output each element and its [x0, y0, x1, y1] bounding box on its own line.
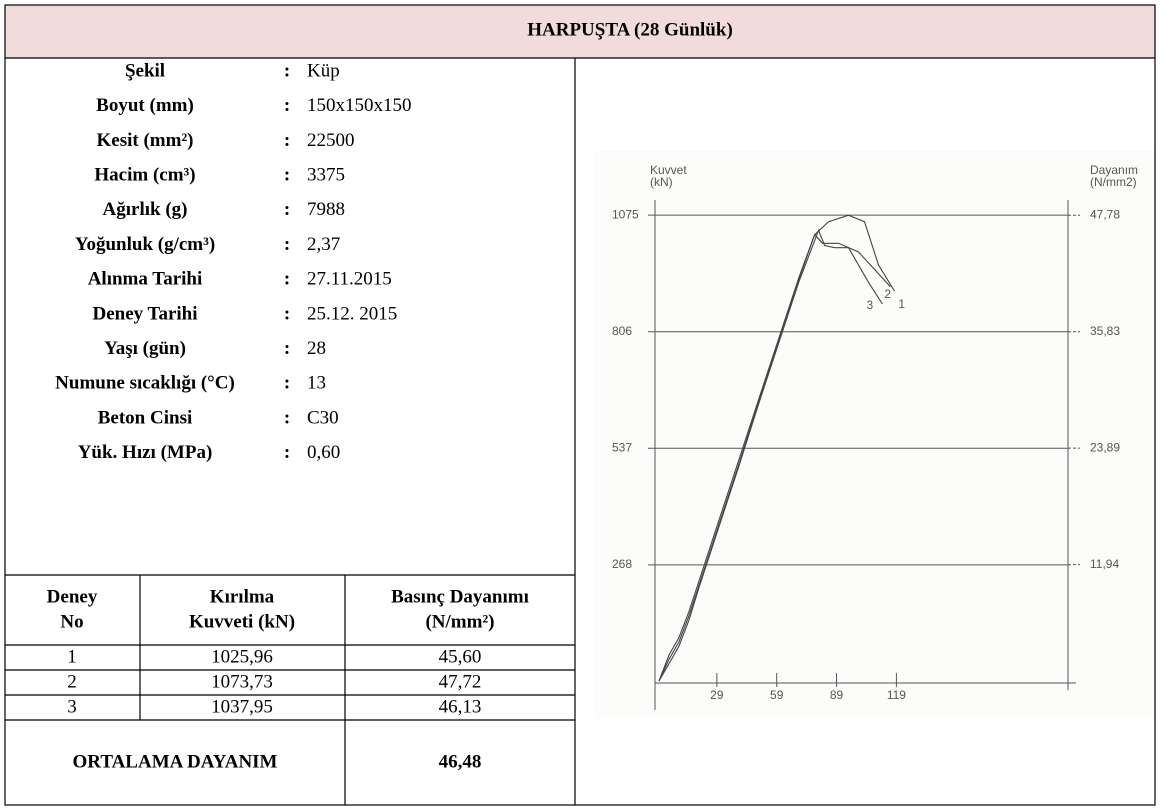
column-header: No [60, 611, 83, 632]
property-value: 28 [307, 338, 326, 359]
cell: 47,72 [439, 671, 482, 692]
property-colon: : [284, 373, 290, 394]
property-colon: : [284, 60, 290, 81]
property-value: C30 [307, 407, 339, 428]
y2-axis-label: (N/mm2) [1090, 175, 1137, 189]
property-colon: : [284, 407, 290, 428]
chart-image-bg [595, 150, 1155, 718]
property-value: 7988 [307, 199, 345, 220]
property-colon: : [284, 164, 290, 185]
property-label: Kesit (mm²) [97, 130, 194, 151]
x-tick-label: 59 [770, 688, 784, 702]
y2-tick-label: 23,89 [1090, 440, 1120, 454]
curve [658, 228, 883, 682]
cell: 1 [67, 646, 77, 667]
property-colon: : [284, 199, 290, 220]
property-label: Yaşı (gün) [104, 338, 186, 359]
property-label: Hacim (cm³) [94, 164, 195, 185]
footer-label: ORTALAMA DAYANIM [72, 751, 277, 772]
y2-tick-label: 35,83 [1090, 324, 1120, 338]
property-colon: : [284, 269, 290, 290]
property-label: Yük. Hızı (MPa) [78, 442, 213, 463]
property-label: Numune sıcaklığı (°C) [55, 373, 235, 394]
property-label: Alınma Tarihi [88, 269, 203, 290]
y2-tick-label: 11,94 [1090, 557, 1119, 571]
y-tick-label: 537 [612, 440, 632, 454]
property-value: 27.11.2015 [307, 269, 392, 290]
property-colon: : [284, 130, 290, 151]
property-colon: : [284, 338, 290, 359]
header-band [5, 5, 1155, 58]
cell: 1037,95 [211, 696, 273, 717]
property-colon: : [284, 234, 290, 255]
property-colon: : [284, 442, 290, 463]
y-axis-label: Kuvvet [650, 163, 687, 177]
cell: 2 [67, 671, 77, 692]
property-label: Beton Cinsi [98, 407, 193, 428]
property-colon: : [284, 303, 290, 324]
curve-label: 1 [898, 297, 905, 311]
cell: 3 [67, 696, 77, 717]
footer-value: 46,48 [439, 751, 482, 772]
curve [658, 214, 895, 682]
property-value: 3375 [307, 164, 345, 185]
property-label: Deney Tarihi [92, 303, 197, 324]
cell: 45,60 [439, 646, 482, 667]
y2-axis-label: Dayanım [1090, 163, 1138, 177]
property-label: Boyut (mm) [96, 95, 194, 116]
property-colon: : [284, 95, 290, 116]
column-header: Kuvveti (kN) [189, 611, 295, 632]
property-label: Şekil [125, 60, 165, 81]
property-label: Yoğunluk (g/cm³) [75, 234, 215, 255]
y2-tick-label: 47,78 [1090, 207, 1120, 221]
property-value: 25.12. 2015 [307, 303, 397, 324]
cell: 1073,73 [211, 671, 273, 692]
title: HARPUŞTA (28 Günlük) [527, 19, 733, 40]
x-tick-label: 119 [887, 688, 906, 702]
x-tick-label: 29 [710, 688, 724, 702]
property-value: 22500 [307, 130, 355, 151]
property-value: 2,37 [307, 234, 340, 255]
y-tick-label: 1075 [612, 207, 639, 221]
column-header: Deney [47, 586, 98, 607]
property-value: 0,60 [307, 442, 340, 463]
property-value: 150x150x150 [307, 95, 412, 116]
y-tick-label: 268 [612, 557, 632, 571]
column-header: (N/mm²) [425, 611, 494, 632]
curve-label: 2 [884, 287, 891, 301]
property-value: Küp [307, 60, 340, 81]
cell: 46,13 [439, 696, 482, 717]
column-header: Basınç Dayanımı [391, 586, 529, 607]
property-value: 13 [307, 373, 326, 394]
curve-label: 3 [866, 298, 873, 312]
property-label: Ağırlık (g) [103, 199, 188, 220]
y-tick-label: 806 [612, 324, 632, 338]
outer-border [4, 4, 1156, 806]
y-axis-label: (kN) [650, 175, 673, 189]
column-header: Kırılma [210, 586, 275, 607]
cell: 1025,96 [211, 646, 273, 667]
x-tick-label: 89 [830, 688, 844, 702]
